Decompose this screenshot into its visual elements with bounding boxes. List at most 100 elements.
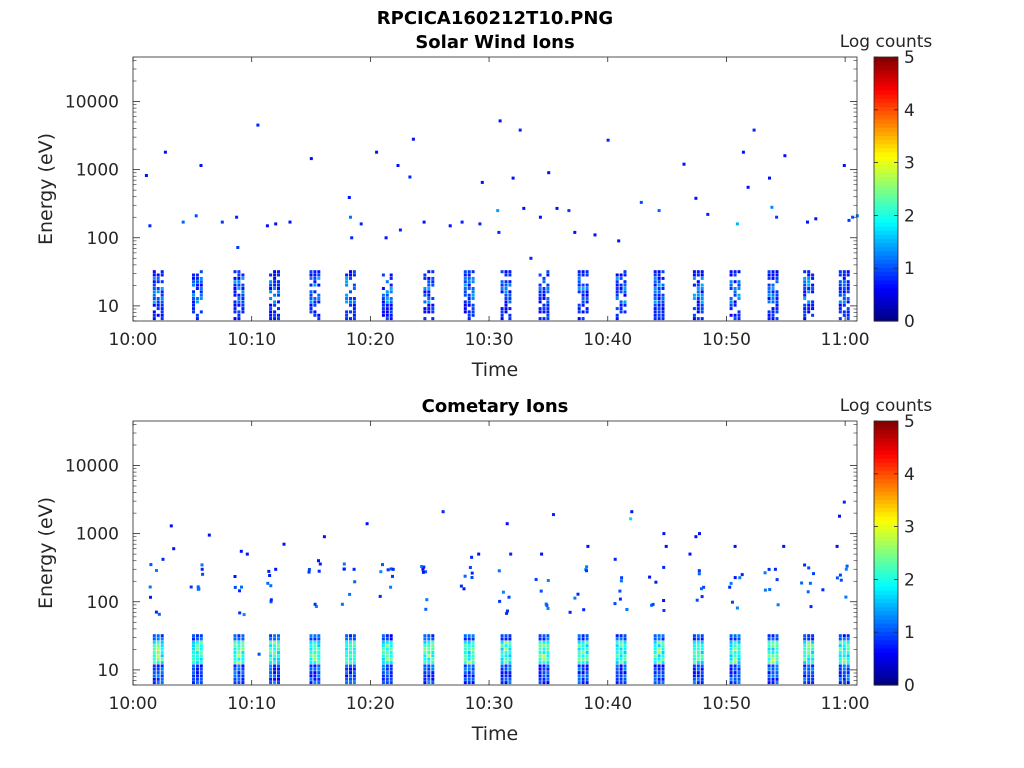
heatmap-cell bbox=[662, 609, 666, 612]
heatmap-cell bbox=[733, 640, 737, 644]
heatmap-cell bbox=[737, 644, 741, 648]
heatmap-cell bbox=[192, 647, 195, 651]
heatmap-cell bbox=[349, 276, 352, 280]
heatmap-cell bbox=[504, 674, 508, 678]
colorbar-segment bbox=[874, 201, 898, 207]
heatmap-cell bbox=[349, 664, 352, 668]
heatmap-cell bbox=[431, 303, 435, 307]
heatmap-cell bbox=[470, 555, 474, 559]
heatmap-cell bbox=[623, 637, 627, 641]
heatmap-cell bbox=[352, 671, 356, 675]
heatmap-cell bbox=[538, 273, 542, 277]
heatmap-cell bbox=[199, 674, 203, 678]
heatmap-cell bbox=[508, 313, 512, 317]
heatmap-cell bbox=[309, 307, 313, 311]
cometary-x-ticks: 10:00 10:10 10:20 10:30 10:40 10:50 11:00 bbox=[109, 421, 870, 714]
heatmap-cell bbox=[318, 562, 322, 566]
heatmap-cell bbox=[345, 661, 349, 664]
colorbar-segment bbox=[874, 470, 898, 476]
heatmap-cell bbox=[233, 664, 237, 668]
heatmap-cell bbox=[577, 657, 581, 661]
heatmap-cell bbox=[238, 589, 241, 593]
heatmap-cell bbox=[615, 677, 619, 681]
heatmap-cell bbox=[496, 209, 500, 213]
colorbar-segment bbox=[874, 118, 898, 124]
heatmap-cell bbox=[509, 552, 513, 556]
heatmap-cell bbox=[729, 681, 733, 685]
heatmap-cell bbox=[733, 651, 737, 654]
heatmap-cell bbox=[199, 681, 203, 685]
heatmap-cell bbox=[160, 293, 164, 297]
heatmap-cell bbox=[345, 310, 349, 314]
heatmap-cell bbox=[160, 681, 164, 685]
solar-wind-title: Solar Wind Ions bbox=[415, 32, 574, 53]
heatmap-cell bbox=[542, 634, 546, 638]
heatmap-cell bbox=[467, 637, 471, 641]
heatmap-cell bbox=[160, 640, 164, 644]
heatmap-cell bbox=[619, 674, 623, 678]
colorbar-segment bbox=[874, 180, 898, 186]
heatmap-cell bbox=[237, 287, 241, 290]
heatmap-cell bbox=[309, 637, 313, 641]
heatmap-cell bbox=[767, 270, 771, 274]
heatmap-cell bbox=[152, 647, 156, 651]
colorbar-tick-label: 4 bbox=[904, 101, 915, 121]
heatmap-cell bbox=[807, 681, 811, 685]
heatmap-cell bbox=[546, 579, 550, 582]
heatmap-cell bbox=[838, 667, 842, 671]
heatmap-cell bbox=[156, 674, 160, 678]
heatmap-cell bbox=[846, 317, 850, 321]
heatmap-cell bbox=[160, 273, 164, 277]
heatmap-cell bbox=[842, 303, 846, 307]
heatmap-cell bbox=[776, 603, 780, 607]
heatmap-cell bbox=[542, 317, 546, 321]
heatmap-cell bbox=[195, 644, 199, 648]
heatmap-cell bbox=[623, 270, 627, 274]
heatmap-cell bbox=[192, 681, 195, 685]
heatmap-cell bbox=[273, 654, 277, 658]
heatmap-cell bbox=[500, 674, 504, 678]
heatmap-cell bbox=[314, 605, 318, 608]
heatmap-cell bbox=[771, 290, 775, 294]
heatmap-cell bbox=[471, 640, 475, 644]
colorbar-segment bbox=[874, 139, 898, 145]
heatmap-cell bbox=[585, 664, 589, 668]
heatmap-cell bbox=[381, 637, 385, 641]
heatmap-cell bbox=[352, 661, 356, 664]
heatmap-cell bbox=[846, 674, 850, 678]
heatmap-cell bbox=[381, 664, 385, 668]
heatmap-cell bbox=[615, 674, 619, 678]
heatmap-cell bbox=[542, 310, 546, 314]
heatmap-cell bbox=[741, 150, 745, 154]
heatmap-cell bbox=[542, 303, 546, 307]
solar-wind-heatmap bbox=[144, 119, 859, 321]
heatmap-cell bbox=[696, 307, 700, 311]
heatmap-cell bbox=[192, 644, 195, 648]
heatmap-cell bbox=[657, 293, 661, 297]
heatmap-cell bbox=[309, 677, 313, 681]
heatmap-cell bbox=[653, 276, 657, 280]
heatmap-cell bbox=[309, 657, 313, 661]
heatmap-cell bbox=[700, 293, 704, 297]
heatmap-cell bbox=[309, 270, 313, 274]
heatmap-cell bbox=[152, 677, 156, 681]
heatmap-cell bbox=[846, 637, 850, 641]
heatmap-cell bbox=[349, 634, 352, 638]
heatmap-cell bbox=[500, 270, 504, 274]
heatmap-cell bbox=[803, 317, 807, 321]
heatmap-cell bbox=[500, 307, 504, 311]
heatmap-cell bbox=[348, 592, 352, 596]
heatmap-cell bbox=[317, 640, 321, 644]
x-tick-label: 10:10 bbox=[227, 330, 276, 350]
colorbar-segment bbox=[874, 540, 898, 546]
heatmap-cell bbox=[381, 677, 385, 681]
colorbar-segment bbox=[874, 487, 898, 492]
heatmap-cell bbox=[767, 664, 771, 668]
heatmap-cell bbox=[273, 657, 277, 661]
heatmap-cell bbox=[775, 634, 779, 638]
heatmap-cell bbox=[233, 657, 237, 661]
heatmap-cell bbox=[398, 228, 402, 232]
heatmap-cell bbox=[771, 310, 775, 314]
heatmap-cell bbox=[538, 657, 542, 661]
